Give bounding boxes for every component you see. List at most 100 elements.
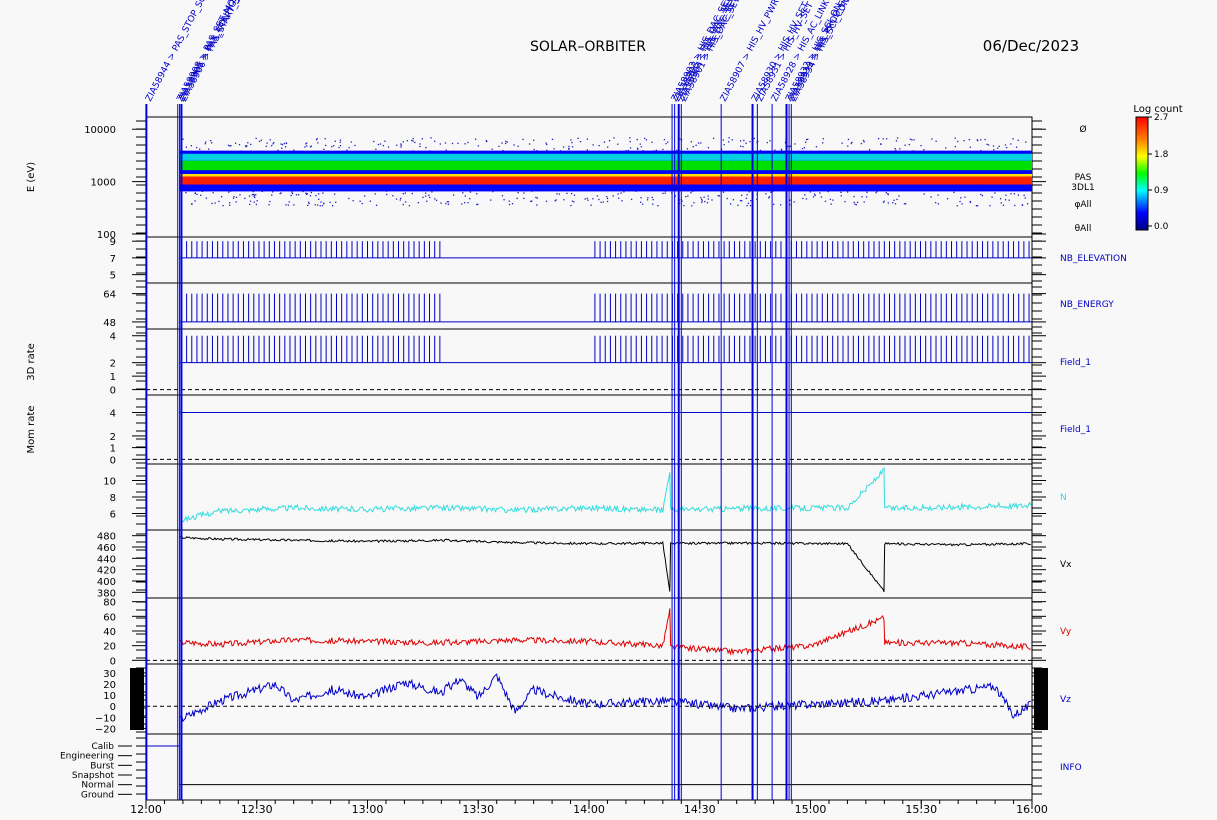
spectrogram-pixel [814,194,816,197]
spectrogram-pixel [596,195,599,197]
spectrogram-pixel [272,143,274,145]
nb_energy-tick-label: 48 [103,318,116,329]
spectrogram-pixel [651,196,653,199]
energy-spectrogram [179,137,1033,207]
spectrogram-pixel [981,194,984,197]
spectrogram-pixel [568,147,570,150]
spectrogram-pixel [969,201,972,204]
spectrogram-pixel [323,148,325,151]
spectrogram-pixel [909,138,912,140]
spectrogram-pixel [457,142,459,144]
vx-tick-label: 400 [97,577,116,588]
spectrogram-pixel [766,141,768,144]
spectrogram-pixel [1000,202,1002,204]
spectrogram-pixel [850,142,852,145]
spectrogram-pixel [809,191,811,193]
spectrogram-pixel [293,204,295,206]
spectrogram-pixel [617,193,619,195]
spectrogram-pixel [281,147,283,149]
spectrogram-pixel [306,193,308,195]
spectrogram-pixel [182,138,184,140]
spectrogram-pixel [844,200,846,203]
vz-tick-label: 30 [103,669,116,680]
spectrogram-pixel [516,197,518,200]
x-tick-label: 13:30 [462,803,494,816]
spectrogram-pixel [350,141,353,143]
spectrogram-pixel [445,202,447,205]
spectrogram-pixel [690,141,692,143]
spectrogram-pixel [586,197,588,200]
spectrogram-pixel [768,196,771,198]
spectrogram-pixel [258,140,261,142]
spectrogram-pixel [419,145,421,148]
spectrogram-pixel [784,142,787,144]
spectrogram-pixel [989,205,991,207]
spectrogram-pixel [726,197,728,200]
spectrogram-pixel [247,142,249,144]
spectrogram-pixel [531,200,533,202]
spectrogram-pixel [847,138,850,141]
spectrogram-pixel [533,139,535,141]
spectrogram-pixel [913,139,915,141]
spectrogram-pixel [254,194,256,196]
spectrogram-pixel [573,194,576,196]
spectrogram-pixel [517,192,519,194]
spectrogram-pixel [523,192,525,194]
nb_energy-pulses [186,293,1030,322]
spectrogram-pixel [536,204,538,206]
colorbar: Log count 2.7 1.8 0.9 0.0 [1133,104,1182,232]
panel-mom_rate: 4 210 Mom rate Field_1 [26,394,1091,466]
spectrogram-pixel [464,143,466,145]
spectrogram-pixel [600,201,602,203]
spectrogram-pixel [255,203,258,206]
spectrogram-pixel [402,141,404,143]
spectrogram-pixel [400,144,403,147]
spectrogram-pixel [824,200,827,202]
spectrogram-pixel [211,202,213,205]
mom_rate-tick-label: 0 [110,455,116,466]
mom_rate-tick-label: 4 [110,409,116,420]
spectrogram-pixel [855,204,857,206]
spectrogram-pixel [528,143,531,145]
spectrogram-pixel [551,138,554,140]
info-level-label: Ground [81,790,114,800]
spectrogram-pixel [317,204,319,206]
spectrogram-pixel [252,190,254,193]
x-tick-label: 12:00 [130,803,162,816]
spectrogram-pixel [969,146,971,148]
spectrogram-pixel [339,139,342,141]
spectrogram-pixel [598,198,600,201]
vy-tick-label: 40 [103,627,116,638]
spectrogram-pixel [463,202,466,204]
spectrogram-pixel [1013,193,1016,195]
density-series-label: N [1060,493,1067,503]
spectrogram-pixel [851,141,853,144]
nb_energy-tick-label: 64 [103,290,116,301]
spectrogram-pixel [474,138,477,140]
spectrogram-pixel [396,144,398,146]
spectrogram-pixel [1023,194,1025,197]
x-tick-label: 12:30 [241,803,273,816]
spectrogram-pixel [281,143,284,146]
spectrogram-pixel [885,192,887,194]
spectrogram-pixel [309,146,312,148]
spectrogram-pixel [693,202,695,204]
spectrogram-pixel [428,194,430,196]
spectrogram-pixel [959,200,961,203]
spectrogram-pixel [923,193,925,195]
spectrogram-pixel [896,137,899,139]
spectrogram-pixel [253,195,255,197]
spectrogram-pixel [339,145,342,147]
nb_energy-series-label: NB_ENERGY [1060,300,1114,310]
spectrogram-pixel [505,140,507,143]
spectrogram-pixel [807,138,809,140]
spectrogram-pixel [662,192,664,195]
spectrogram-pixel [691,205,693,207]
spectrogram-pixel [467,141,469,144]
spectrogram-pixel [697,142,700,144]
spectrogram-pixel [703,196,705,198]
spectrogram-pixel [759,149,762,152]
spectrogram-pixel [359,200,361,202]
spectrogram-pixel [546,143,548,146]
